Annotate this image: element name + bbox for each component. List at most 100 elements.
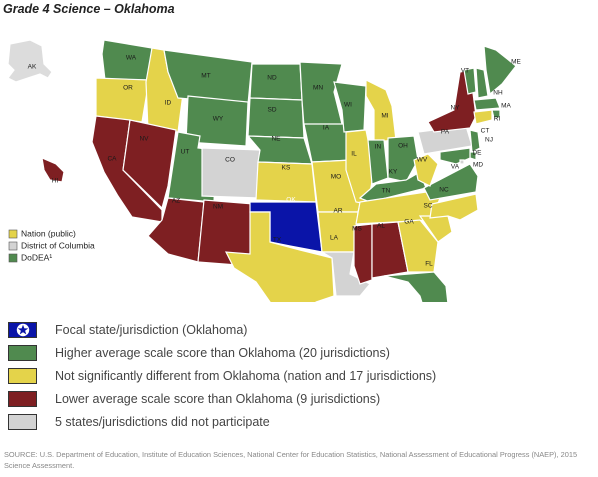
state-label-mt: MT (201, 73, 210, 80)
state-ri (491, 109, 501, 119)
state-al (371, 221, 409, 279)
inset-legend-swatch (8, 253, 18, 263)
state-label-me: ME (511, 59, 521, 66)
state-label-ny: NY (450, 105, 460, 112)
state-label-al: AL (377, 223, 385, 230)
state-label-ms: MS (352, 226, 362, 233)
state-nh (475, 67, 489, 99)
legend-swatch (8, 390, 37, 407)
state-label-id: ID (165, 100, 172, 107)
state-label-nc: NC (439, 187, 449, 194)
map-title: Grade 4 Science – Oklahoma (3, 2, 175, 16)
state-ga (397, 219, 439, 273)
state-mi (365, 79, 397, 143)
state-ma (473, 97, 501, 111)
state-vt (463, 67, 477, 95)
legend: Focal state/jurisdiction (Oklahoma) Highe… (8, 318, 436, 433)
legend-row: Higher average scale score than Oklahoma… (8, 341, 436, 364)
inset-legend-label: DoDEA¹ (21, 253, 52, 263)
state-tx (224, 211, 335, 302)
legend-label: Lower average scale score than Oklahoma … (55, 391, 381, 406)
state-nj (469, 129, 481, 153)
state-label-wa: WA (126, 55, 137, 62)
state-label-ca: CA (107, 156, 117, 163)
state-label-az: AZ (172, 198, 180, 205)
state-label-sd: SD (267, 107, 276, 114)
state-ct (473, 109, 493, 125)
state-label-ut: UT (181, 149, 190, 156)
state-la (319, 251, 371, 297)
state-label-nj: NJ (485, 137, 493, 144)
state-co (201, 147, 261, 199)
state-label-fl: FL (425, 261, 433, 268)
legend-swatch (8, 344, 37, 361)
state-label-la: LA (330, 235, 339, 242)
legend-row: 5 states/jurisdictions did not participa… (8, 410, 436, 433)
state-label-co: CO (225, 157, 235, 164)
state-va (423, 163, 479, 201)
state-mn (299, 61, 343, 127)
state-label-mo: MO (331, 174, 341, 181)
state-label-oh: OH (398, 143, 408, 150)
state-label-ne: NE (271, 136, 281, 143)
state-dc (459, 159, 465, 165)
state-me (483, 45, 517, 96)
state-label-md: MD (473, 162, 483, 169)
state-label-mi: MI (381, 113, 388, 120)
state-sd (247, 97, 305, 139)
legend-label: 5 states/jurisdictions did not participa… (55, 414, 270, 429)
state-label-hi: HI (52, 178, 59, 185)
state-nc (429, 193, 479, 221)
state-label-ks: KS (282, 165, 291, 172)
state-label-va: VA (451, 164, 460, 171)
state-label-pa: PA (441, 129, 450, 136)
map-inset-legend: Nation (public) District of Columbia DoDEA… (8, 229, 95, 263)
legend-row: Focal state/jurisdiction (Oklahoma) (8, 318, 436, 341)
state-label-wy: WY (213, 116, 224, 123)
state-label-mn: MN (313, 85, 323, 92)
state-label-de: DE (472, 150, 482, 157)
state-label-ok: OK (286, 197, 296, 204)
legend-swatch (8, 367, 37, 384)
state-label-ar: AR (333, 208, 342, 215)
inset-legend-swatch (8, 241, 18, 251)
state-fl (383, 271, 449, 302)
state-label-ky: KY (389, 169, 398, 176)
state-hi (41, 157, 65, 183)
state-label-nv: NV (139, 136, 149, 143)
state-wy (185, 95, 249, 147)
state-label-ri: RI (494, 116, 501, 123)
state-label-wi: WI (344, 102, 352, 109)
state-ak (7, 39, 53, 83)
legend-label: Focal state/jurisdiction (Oklahoma) (55, 322, 248, 337)
inset-legend-swatch (8, 229, 18, 239)
inset-legend-label: District of Columbia (21, 241, 95, 251)
state-nv (122, 119, 177, 210)
state-label-ga: GA (404, 219, 414, 226)
state-label-il: IL (351, 151, 357, 158)
state-label-nh: NH (493, 90, 503, 97)
legend-row: Lower average scale score than Oklahoma … (8, 387, 436, 410)
state-label-ct: CT (481, 128, 490, 135)
us-state-map: AK HI WA OR CA ID NV MT WY UT CO AZ NM ND SD NE KS OK TX MN… (7, 39, 522, 302)
state-label-wv: WV (417, 157, 428, 164)
state-label-or: OR (123, 85, 133, 92)
state-label-ma: MA (501, 103, 511, 110)
state-oh (387, 135, 419, 183)
inset-legend-label: Nation (public) (21, 229, 76, 239)
state-label-vt: VT (461, 68, 469, 75)
state-wv (413, 153, 439, 187)
star-icon (16, 323, 29, 336)
state-label-tx: TX (273, 237, 282, 244)
state-label-tn: TN (382, 188, 391, 195)
legend-label: Higher average scale score than Oklahoma… (55, 345, 390, 360)
state-label-ia: IA (323, 125, 330, 132)
state-label-nd: ND (267, 75, 277, 82)
state-label-nm: NM (213, 204, 223, 211)
state-ms (353, 223, 373, 285)
source-note: SOURCE: U.S. Department of Education, In… (4, 450, 578, 470)
state-label-ak: AK (28, 64, 37, 71)
state-label-sc: SC (423, 203, 432, 210)
legend-swatch (8, 413, 37, 430)
state-nd (249, 63, 303, 101)
